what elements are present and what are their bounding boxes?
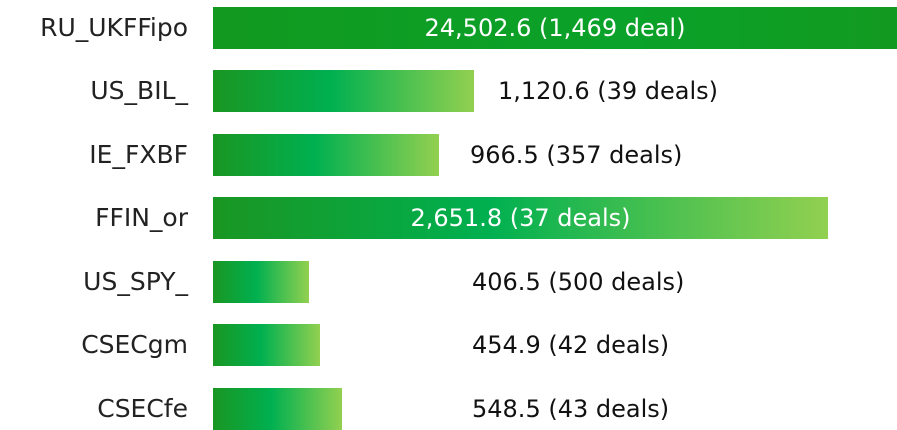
row-label: FFIN_or xyxy=(95,203,188,232)
row-label: IE_FXBF xyxy=(89,140,188,169)
value-label: 1,120.6 (39 deals) xyxy=(498,77,719,105)
bar xyxy=(213,388,342,430)
bar xyxy=(213,134,439,176)
value-label: 24,502.6 (1,469 deal) xyxy=(424,14,686,42)
value-label: 548.5 (43 deals) xyxy=(472,395,670,423)
row-label: CSECgm xyxy=(81,330,188,359)
row-label: CSECfe xyxy=(97,394,188,423)
bar xyxy=(213,324,320,366)
row-label: US_SPY_ xyxy=(83,267,188,296)
bar xyxy=(213,70,474,112)
value-label: 406.5 (500 deals) xyxy=(472,268,685,296)
bar xyxy=(213,197,828,239)
row-label: RU_UKFFipo xyxy=(40,13,188,42)
value-label: 966.5 (357 deals) xyxy=(470,141,683,169)
value-label: 454.9 (42 deals) xyxy=(472,331,670,359)
bar xyxy=(213,7,897,49)
value-label: 2,651.8 (37 deals) xyxy=(410,204,631,232)
row-label: US_BIL_ xyxy=(90,76,188,105)
bar xyxy=(213,261,309,303)
